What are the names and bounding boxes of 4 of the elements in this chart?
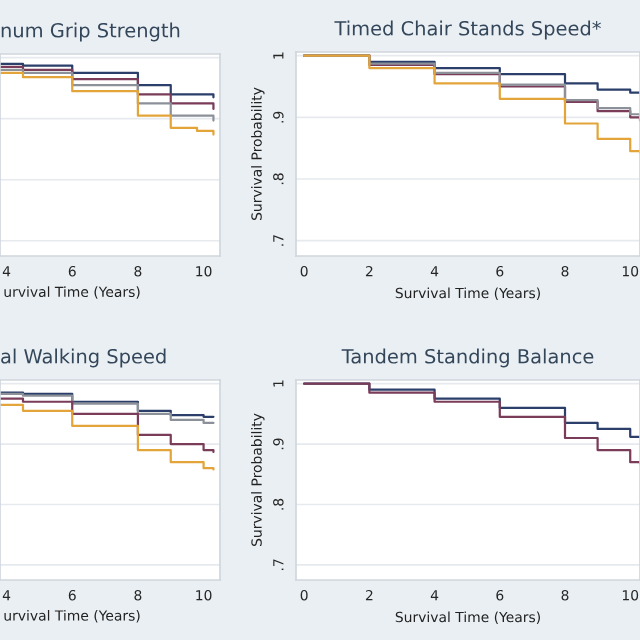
chart-title: Tandem Standing Balance (341, 348, 594, 368)
chart-title: al Walking Speed (1, 348, 166, 368)
chart-title: Timed Chair Stands Speed* (334, 20, 601, 40)
chart-title: num Grip Strength (1, 22, 180, 42)
